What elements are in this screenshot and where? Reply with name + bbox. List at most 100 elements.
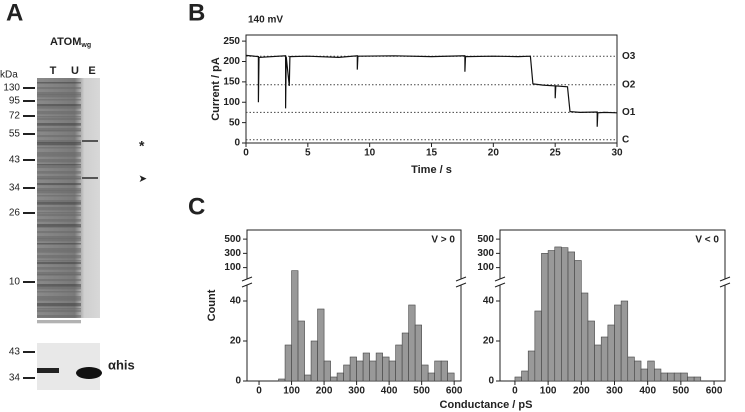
y-tick-label: 500	[224, 234, 241, 245]
y-tick-label: 100	[224, 262, 241, 273]
axis-break	[494, 282, 506, 288]
gel-annotation: ➤	[139, 173, 147, 183]
x-tick-label: 200	[316, 386, 333, 397]
x-tick-label: 5	[305, 148, 311, 159]
histogram-bar	[356, 360, 364, 382]
gel-band	[37, 219, 81, 222]
gel-annotation: *	[139, 138, 145, 154]
annotation: V > 0	[431, 235, 455, 246]
histogram-bar	[408, 304, 416, 382]
x-tick-label: 600	[706, 386, 723, 397]
x-axis-label: Conductance / pS	[440, 399, 533, 411]
marker-label: 130	[3, 83, 20, 94]
gel-band	[37, 87, 81, 90]
gel-band	[37, 260, 81, 262]
x-tick-label: 30	[611, 148, 623, 159]
histogram-bar	[330, 376, 338, 382]
histogram-bar	[382, 356, 390, 382]
axis-break-gap	[495, 279, 505, 285]
gel-band	[37, 166, 81, 169]
gel-band	[37, 320, 81, 324]
histogram-bar	[421, 364, 429, 382]
gel-band	[37, 195, 81, 197]
gel-band	[37, 99, 81, 101]
histogram-bar	[693, 376, 702, 382]
axis-break	[455, 282, 467, 288]
blot-band	[76, 367, 102, 379]
y-tick-label: 200	[223, 56, 240, 67]
histogram-bar	[291, 270, 299, 382]
gel-band	[37, 267, 81, 270]
y-tick-label: 300	[477, 248, 494, 259]
x-tick-label: 500	[673, 386, 690, 397]
lane-label: E	[88, 65, 95, 77]
panel-label: A	[6, 0, 23, 26]
axis-break	[241, 276, 253, 282]
x-tick-label: 100	[283, 386, 300, 397]
x-tick-label: 200	[573, 386, 590, 397]
y-tick-label: 40	[483, 296, 495, 307]
histogram-bar	[667, 372, 675, 382]
x-tick-label: 500	[413, 386, 430, 397]
histogram-bar	[375, 352, 383, 382]
gel-band	[37, 274, 81, 276]
gel-band	[37, 106, 81, 109]
gel-band	[37, 310, 81, 313]
y-tick-label: 250	[223, 36, 240, 47]
plot-frame	[245, 34, 618, 144]
gel-band	[37, 140, 81, 143]
histogram-bar	[574, 260, 582, 382]
histogram-bar	[547, 250, 556, 382]
gel-band	[37, 116, 81, 118]
histogram-bar	[627, 356, 635, 382]
y-tick-label: 100	[223, 97, 240, 108]
gel-band	[37, 231, 81, 234]
histogram-bar	[541, 253, 549, 382]
gel-title-main: ATOM	[50, 36, 81, 48]
gel-band	[37, 315, 81, 318]
marker-label: 72	[9, 111, 21, 122]
gel-band	[37, 164, 81, 166]
axis-break-gap	[720, 279, 730, 285]
gel-band	[37, 308, 81, 310]
gel-band	[37, 296, 81, 299]
histogram-bar	[310, 340, 318, 382]
marker-label: 55	[9, 129, 21, 140]
gel-band	[37, 111, 81, 115]
gel-band	[37, 279, 81, 282]
histogram-bar	[336, 372, 344, 382]
blot-band	[37, 368, 59, 373]
histogram-bar	[369, 360, 377, 382]
gel-band	[37, 154, 81, 157]
histogram-bar	[587, 320, 595, 382]
marker-label: 26	[9, 208, 21, 219]
gel-band	[37, 104, 81, 107]
histogram-bar	[521, 370, 529, 382]
histogram-bar	[317, 308, 325, 382]
gel-band	[37, 130, 81, 132]
gel-band	[37, 262, 81, 265]
histogram-bar	[534, 310, 542, 382]
reference-label: O1	[622, 107, 636, 118]
histogram-bar	[527, 350, 536, 382]
gel-band	[37, 178, 81, 180]
y-tick-label: 100	[477, 262, 494, 273]
histogram-bar	[660, 372, 668, 382]
gel-band	[37, 142, 81, 146]
x-tick-label: 0	[243, 148, 249, 159]
gel-unit: kDa	[0, 70, 18, 81]
y-tick-label: 0	[235, 376, 241, 387]
gel-band	[37, 94, 81, 98]
histogram-bar	[654, 368, 662, 382]
y-axis-label: Count	[206, 289, 218, 321]
gel-band	[37, 128, 81, 132]
gel-band	[37, 248, 81, 251]
histogram-bar	[567, 251, 575, 382]
x-tick-label: 600	[446, 386, 463, 397]
panel-label: C	[188, 193, 205, 220]
lane-label: U	[71, 65, 79, 77]
gel-band	[37, 200, 81, 203]
gel-band	[37, 171, 81, 174]
x-tick-label: 0	[512, 386, 518, 397]
gel-band	[37, 284, 81, 287]
